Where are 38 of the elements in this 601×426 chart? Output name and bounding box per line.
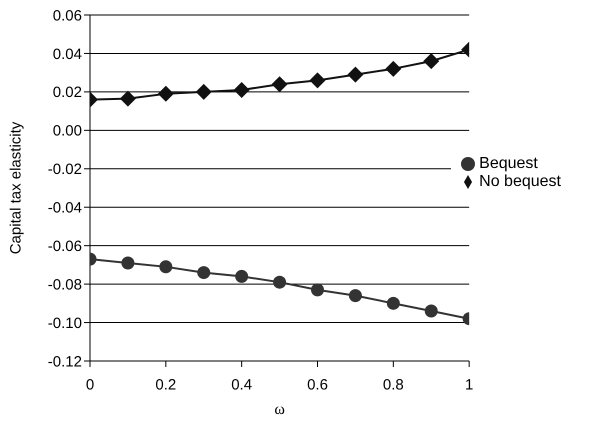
x-tick-label: 0 — [86, 376, 94, 394]
x-tick-label: 0.6 — [307, 376, 328, 394]
point — [197, 266, 210, 280]
point — [385, 60, 402, 77]
point — [234, 82, 250, 98]
point — [235, 270, 248, 283]
point — [196, 84, 212, 100]
x-tick-label: 1 — [464, 376, 474, 394]
point — [158, 86, 174, 102]
y-tick-label: 0.02 — [52, 84, 82, 102]
y-tick-label: -0.10 — [48, 314, 82, 332]
point — [273, 276, 286, 289]
legend-label: No bequest — [479, 173, 561, 190]
y-axis-title: Capital tax elasticity — [7, 121, 24, 254]
y-tick-label: -0.12 — [48, 353, 82, 370]
y-tick-label: -0.08 — [48, 276, 82, 294]
y-tick-label: 0.00 — [52, 122, 82, 140]
x-axis-title: ω — [274, 401, 285, 418]
point — [386, 296, 400, 310]
y-tick-label: -0.02 — [48, 161, 82, 178]
x-tick-label: 0.8 — [382, 376, 404, 394]
point — [347, 66, 364, 83]
y-tick-label: -0.06 — [48, 238, 82, 255]
point — [120, 90, 136, 107]
y-tick-label: -0.04 — [48, 200, 82, 217]
x-tick-label: 0.4 — [231, 376, 252, 394]
point — [348, 289, 362, 302]
point — [424, 304, 438, 318]
x-tick-label: 0.2 — [155, 376, 176, 394]
point — [159, 260, 172, 274]
point — [121, 256, 134, 270]
point — [272, 76, 288, 92]
y-tick-label: 0.04 — [52, 46, 82, 63]
y-tick-label: 0.06 — [52, 7, 82, 24]
legend-label: Bequest — [479, 155, 538, 172]
point — [310, 283, 324, 296]
point — [309, 72, 326, 88]
point — [423, 53, 440, 70]
